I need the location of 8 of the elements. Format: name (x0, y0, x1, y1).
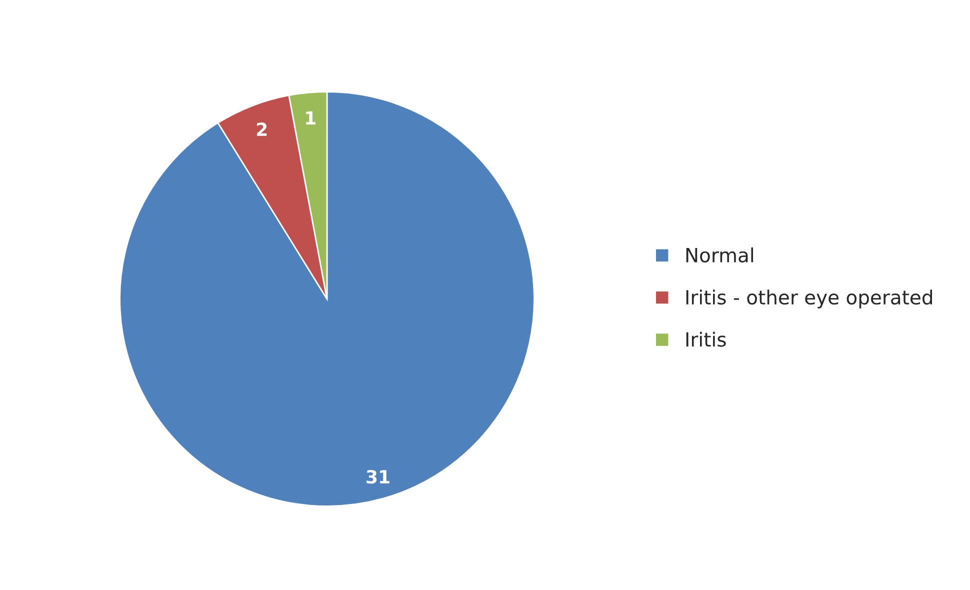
pie-slice (217, 94, 328, 300)
data-label: 1 (306, 111, 316, 124)
data-label: 31 (366, 470, 390, 484)
pie-slice (119, 91, 535, 507)
legend-label: Iritis - other eye operated (686, 290, 932, 308)
legend-label: Iritis (686, 332, 726, 347)
legend-label: Normal (686, 247, 753, 262)
data-label: 2 (257, 122, 267, 136)
